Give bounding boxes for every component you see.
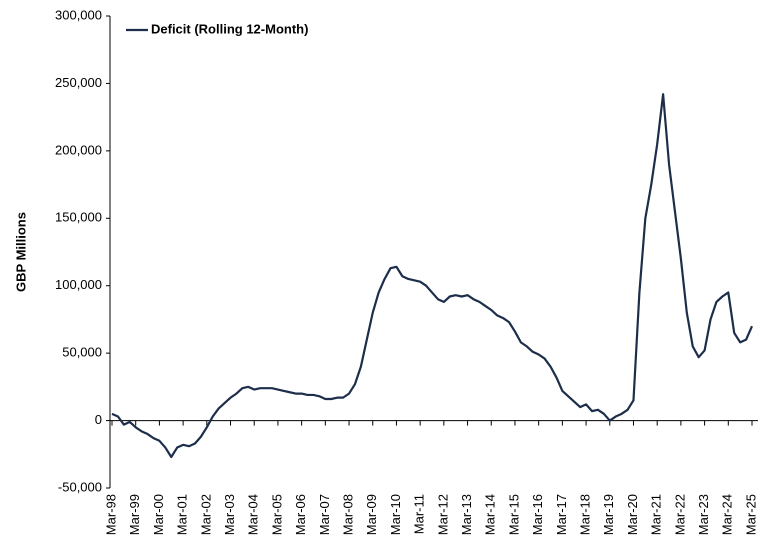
y-tick-label: 250,000 — [55, 75, 102, 90]
x-tick-label: Mar-14 — [483, 494, 498, 535]
x-tick-label: Mar-06 — [293, 494, 308, 535]
y-axis-title: GBP Millions — [13, 212, 28, 292]
x-tick-label: Mar-24 — [720, 494, 735, 535]
x-tick-label: Mar-25 — [743, 494, 758, 535]
y-tick-label: 100,000 — [55, 277, 102, 292]
y-tick-label: 50,000 — [62, 345, 102, 360]
y-tick-label: 150,000 — [55, 210, 102, 225]
x-tick-label: Mar-98 — [103, 494, 118, 535]
x-tick-label: Mar-19 — [601, 494, 616, 535]
x-tick-label: Mar-16 — [530, 494, 545, 535]
x-tick-label: Mar-03 — [222, 494, 237, 535]
data-line — [111, 93, 754, 459]
x-tick-label: Mar-99 — [127, 494, 142, 535]
x-tick-label: Mar-01 — [175, 494, 190, 535]
x-tick-label: Mar-07 — [317, 494, 332, 535]
x-tick-label: Mar-00 — [151, 494, 166, 535]
x-tick-label: Mar-12 — [435, 494, 450, 535]
x-tick-label: Mar-11 — [412, 494, 427, 534]
x-tick-label: Mar-22 — [672, 494, 687, 535]
x-tick-label: Mar-15 — [506, 494, 521, 535]
y-tick-label: -50,000 — [58, 479, 102, 494]
x-tick-label: Mar-21 — [649, 494, 664, 535]
x-tick-label: Mar-20 — [625, 494, 640, 535]
x-tick-label: Mar-17 — [554, 494, 569, 535]
x-tick-label: Mar-02 — [198, 494, 213, 535]
x-tick-label: Mar-18 — [578, 494, 593, 535]
x-tick-label: Mar-23 — [696, 494, 711, 535]
x-tick-label: Mar-08 — [340, 494, 355, 535]
x-tick-label: Mar-04 — [246, 494, 261, 535]
y-tick-label: 300,000 — [55, 7, 102, 22]
y-tick-label: 0 — [95, 412, 102, 427]
legend-label: Deficit (Rolling 12-Month) — [151, 21, 308, 36]
x-tick-label: Mar-09 — [364, 494, 379, 535]
x-tick-label: Mar-10 — [388, 494, 403, 535]
y-tick-label: 200,000 — [55, 142, 102, 157]
x-tick-label: Mar-05 — [269, 494, 284, 535]
x-tick-label: Mar-13 — [459, 494, 474, 535]
